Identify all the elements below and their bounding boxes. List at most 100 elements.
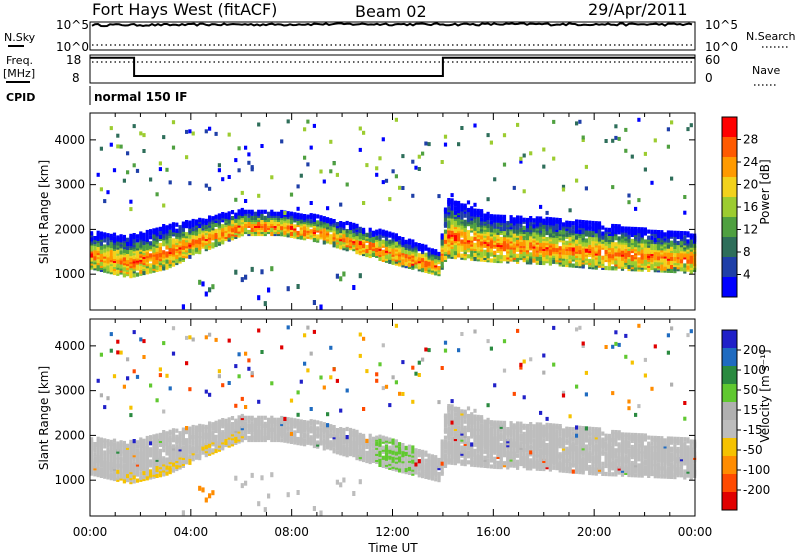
velocity-cell [460, 421, 464, 426]
power-cell [171, 262, 176, 267]
power-cell [466, 234, 471, 239]
power-cell [103, 248, 107, 253]
power-cell [463, 203, 467, 208]
power-cell [689, 123, 693, 128]
velocity-cell [486, 425, 490, 430]
power-cell [398, 256, 402, 261]
velocity-cell [470, 412, 474, 417]
velocity-cell [234, 475, 238, 481]
power-cell [237, 209, 241, 214]
velocity-cell [450, 399, 454, 404]
velocity-cell [489, 454, 493, 459]
power-cell [611, 246, 615, 251]
power-cell [208, 186, 212, 191]
power-cell [643, 243, 647, 248]
power-cell [611, 266, 615, 271]
power-cell [584, 220, 588, 225]
velocity-cell [165, 373, 169, 378]
power-cell [634, 206, 638, 211]
power-cell [611, 254, 615, 259]
power-cell [561, 187, 566, 192]
power-cell [119, 144, 123, 149]
power-cell [496, 216, 500, 221]
velocity-cell [208, 332, 212, 337]
velocity-cell [237, 425, 241, 430]
power-cell [165, 251, 169, 256]
power-cell [142, 258, 146, 264]
power-cell [398, 236, 402, 241]
power-cell [673, 267, 677, 272]
power-cell [289, 231, 294, 236]
power-cell [93, 264, 97, 269]
velocity-cell [247, 435, 251, 441]
power-cell [375, 235, 379, 240]
velocity-cell [152, 440, 156, 445]
velocity-cell [463, 439, 467, 444]
power-cell [571, 229, 575, 234]
power-cell [319, 169, 323, 174]
power-cell [244, 223, 248, 228]
power-cell [191, 227, 195, 232]
velocity-cell [103, 450, 107, 455]
velocity-cell [496, 460, 500, 465]
power-cell [670, 120, 674, 125]
power-cell [512, 185, 516, 190]
velocity-cell [414, 462, 418, 467]
power-cell [214, 131, 218, 136]
velocity-cell [407, 444, 412, 449]
power-cell [434, 249, 438, 254]
velocity-cell [99, 352, 103, 357]
power-cell [597, 243, 602, 248]
power-cell [368, 231, 372, 236]
power-cell [666, 144, 670, 149]
velocity-cell [217, 419, 221, 424]
power-cell [227, 233, 231, 238]
velocity-cell [181, 427, 185, 432]
velocity-cell [188, 444, 192, 449]
power-cell [345, 229, 349, 234]
velocity-cell [90, 453, 94, 458]
power-cell [650, 263, 654, 269]
power-cell [466, 254, 471, 259]
velocity-cell [443, 449, 448, 454]
power-cell [404, 249, 408, 255]
power-cell [440, 233, 444, 238]
power-cell [394, 233, 398, 238]
power-cell [103, 238, 107, 243]
power-cell [578, 119, 582, 124]
velocity-cell [476, 426, 480, 432]
power-cell [93, 250, 97, 255]
power-cell [240, 190, 244, 195]
power-cell [139, 249, 143, 254]
power-cell [129, 233, 133, 238]
power-cell [329, 169, 333, 174]
velocity-cell [263, 429, 267, 434]
power-cell [512, 217, 516, 222]
power-cell [493, 238, 497, 243]
power-cell [122, 249, 126, 254]
velocity-cell [139, 471, 143, 476]
velocity-cell [480, 459, 484, 464]
velocity-cell [191, 424, 195, 430]
nsky-series [91, 22, 693, 28]
power-cell [375, 243, 379, 248]
power-cell [466, 200, 471, 205]
velocity-cell [473, 329, 477, 334]
power-cell [303, 232, 307, 237]
velocity-cell [158, 448, 162, 454]
power-cell [286, 211, 290, 216]
power-cell [404, 253, 408, 259]
power-cell [617, 248, 621, 253]
power-cell [660, 230, 664, 235]
power-cell [476, 208, 480, 213]
power-cell [257, 209, 261, 214]
power-cell [666, 230, 670, 235]
power-cell [519, 156, 523, 161]
power-cell [194, 219, 199, 224]
power-cell [627, 264, 631, 270]
power-cell [666, 260, 670, 265]
power-cell [365, 163, 369, 168]
velocity-cell [450, 412, 454, 417]
velocity-cell [168, 429, 172, 434]
